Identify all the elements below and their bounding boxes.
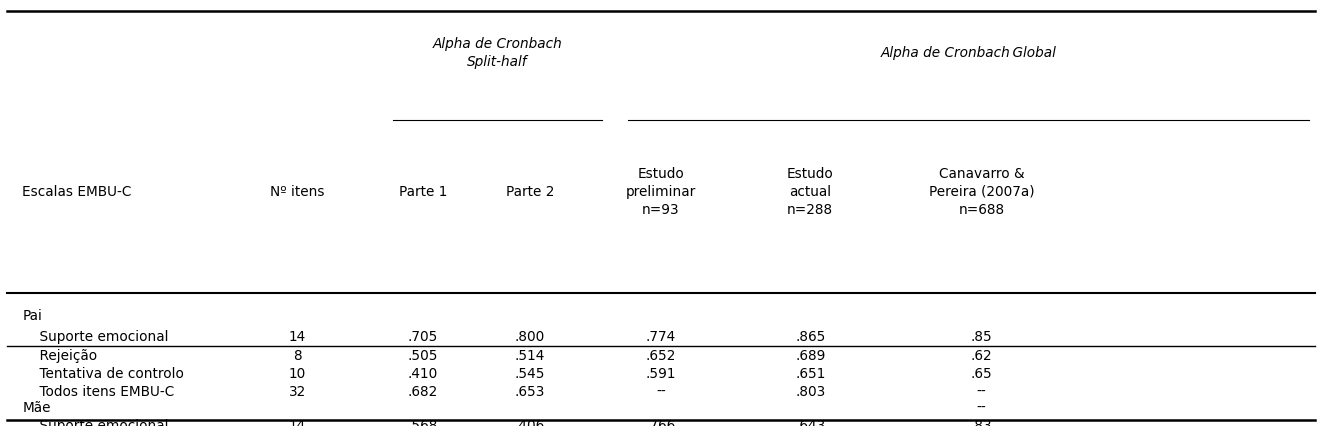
Text: .651: .651 [795, 367, 825, 381]
Text: Canavarro &
Pereira (2007a)
n=688: Canavarro & Pereira (2007a) n=688 [929, 167, 1034, 217]
Text: Tentativa de controlo: Tentativa de controlo [22, 367, 184, 381]
Text: Parte 1: Parte 1 [399, 185, 447, 199]
Text: .65: .65 [970, 367, 993, 381]
Text: Todos itens EMBU-C: Todos itens EMBU-C [22, 385, 175, 399]
Text: --: -- [977, 385, 986, 399]
Text: .505: .505 [407, 348, 438, 363]
Text: .682: .682 [407, 385, 438, 399]
Text: .689: .689 [795, 348, 825, 363]
Text: Escalas EMBU-C: Escalas EMBU-C [22, 185, 132, 199]
Text: --: -- [656, 385, 666, 399]
Text: 10: 10 [288, 367, 305, 381]
Text: Parte 2: Parte 2 [506, 185, 554, 199]
Text: Estudo
preliminar
n=93: Estudo preliminar n=93 [625, 167, 697, 217]
Text: Suporte emocional: Suporte emocional [22, 331, 169, 344]
Text: .865: .865 [795, 331, 825, 344]
Text: .591: .591 [645, 367, 677, 381]
Text: 32: 32 [288, 385, 305, 399]
Text: .766: .766 [646, 419, 676, 426]
Text: .800: .800 [516, 331, 545, 344]
Text: .514: .514 [516, 348, 545, 363]
Text: .705: .705 [407, 331, 438, 344]
Text: .85: .85 [970, 331, 993, 344]
Text: .803: .803 [795, 385, 825, 399]
Text: Alpha de Cronbach Global: Alpha de Cronbach Global [880, 46, 1056, 60]
Text: .545: .545 [514, 367, 546, 381]
Text: 14: 14 [288, 419, 305, 426]
Text: .568: .568 [407, 419, 438, 426]
Text: .410: .410 [407, 367, 438, 381]
Text: .652: .652 [646, 348, 676, 363]
Text: Pai: Pai [22, 309, 42, 323]
Text: Mãe: Mãe [22, 401, 50, 415]
Text: --: -- [977, 401, 986, 415]
Text: Suporte emocional: Suporte emocional [22, 419, 169, 426]
Text: .653: .653 [516, 385, 545, 399]
Text: .643: .643 [795, 419, 825, 426]
Text: Estudo
actual
n=288: Estudo actual n=288 [787, 167, 834, 217]
Text: 8: 8 [293, 348, 301, 363]
Text: 14: 14 [288, 331, 305, 344]
Text: Rejeição: Rejeição [22, 348, 98, 363]
Text: .83: .83 [970, 419, 993, 426]
Text: .406: .406 [516, 419, 545, 426]
Text: .774: .774 [646, 331, 676, 344]
Text: Alpha de Cronbach
Split-half: Alpha de Cronbach Split-half [432, 37, 562, 69]
Text: .62: .62 [970, 348, 993, 363]
Text: Nº itens: Nº itens [270, 185, 324, 199]
